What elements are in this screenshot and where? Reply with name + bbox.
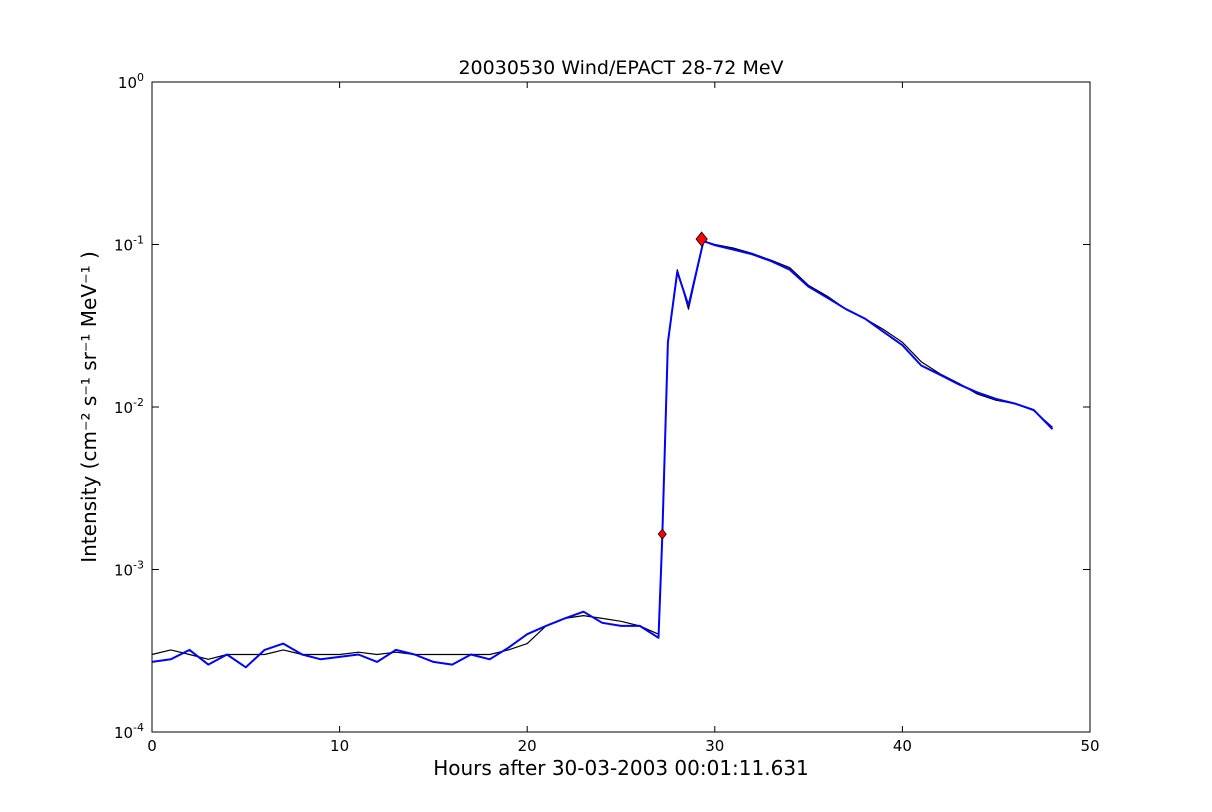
x-axis-label: Hours after 30-03-2003 00:01:11.631	[433, 756, 809, 780]
plot-background	[152, 82, 1090, 732]
x-tick-label: 10	[330, 737, 349, 755]
x-tick-label: 40	[893, 737, 912, 755]
y-tick-label: 10-3	[114, 559, 144, 580]
x-tick-label: 0	[147, 737, 157, 755]
x-tick-label: 30	[705, 737, 724, 755]
plot-area: 0 10 20 30 40 50 10-4 10-3 10-2 10-1 100	[114, 71, 1100, 755]
y-axis-ticks: 10-4 10-3 10-2 10-1 100	[114, 71, 1090, 742]
y-tick-label: 10-4	[114, 721, 144, 742]
series-layer	[151, 240, 1054, 669]
marker-layer	[657, 231, 708, 540]
y-tick-label: 100	[118, 71, 144, 92]
y-axis-label: Intensity (cm⁻² s⁻¹ sr⁻¹ MeV⁻¹ )	[77, 251, 101, 563]
x-axis-ticks: 0 10 20 30 40 50	[147, 82, 1100, 755]
marker-point	[695, 231, 708, 247]
y-tick-label: 10-1	[114, 234, 144, 255]
chart-title: 20030530 Wind/EPACT 28-72 MeV	[458, 57, 783, 79]
marker-point	[657, 528, 667, 540]
x-tick-label: 20	[518, 737, 537, 755]
series-line-smoothed	[151, 240, 1054, 669]
y-tick-label: 10-2	[114, 396, 144, 417]
series-line-raw	[151, 240, 1053, 660]
x-tick-label: 50	[1080, 737, 1099, 755]
